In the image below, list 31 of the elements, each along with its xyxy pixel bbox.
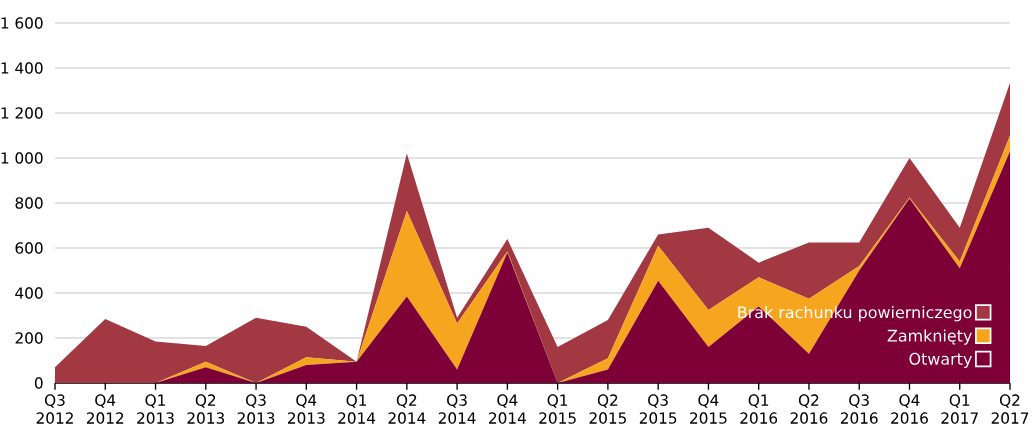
x-tick-label: Q2 2013 [187, 394, 224, 424]
y-tick-label: 1 600 [1, 17, 43, 29]
y-tick-label: 200 [15, 332, 43, 344]
y-tick-label: 800 [15, 197, 43, 209]
x-tick-label: Q2 2015 [589, 394, 626, 424]
x-tick-label: Q2 2014 [388, 394, 426, 424]
x-tick-label: Q3 2012 [36, 394, 73, 424]
x-tick-label: Q3 2013 [237, 394, 275, 424]
x-tick-label: Q2 2017 [991, 394, 1029, 424]
x-tick-label: Q1 2015 [539, 394, 576, 424]
x-tick-label: Q4 2013 [288, 394, 325, 424]
x-tick-label: Q4 2014 [489, 394, 526, 424]
x-tick-label: Q3 2014 [438, 394, 476, 424]
y-tick-label: 1 000 [1, 152, 43, 164]
x-tick-label: Q4 2016 [891, 394, 928, 424]
x-tick-label: Q1 2014 [338, 394, 376, 424]
y-tick-label: 1 400 [1, 62, 43, 74]
x-tick-label: Q1 2017 [941, 394, 978, 424]
x-tick-label: Q4 2015 [690, 394, 727, 424]
x-tick-label: Q1 2013 [137, 394, 174, 424]
x-tick-label: Q3 2015 [639, 394, 677, 424]
x-tick-label: Q4 2012 [86, 394, 124, 424]
legend-label: Zamknięty [887, 329, 972, 345]
y-tick-label: 0 [34, 377, 43, 389]
x-tick-label: Q2 2016 [790, 394, 828, 424]
y-tick-label: 1 200 [1, 107, 43, 119]
y-tick-label: 600 [15, 242, 43, 254]
y-tick-label: 400 [15, 287, 43, 299]
legend-label: Otwarty [909, 352, 972, 368]
x-tick-label: Q3 2016 [840, 394, 878, 424]
x-tick-label: Q1 2016 [740, 394, 778, 424]
